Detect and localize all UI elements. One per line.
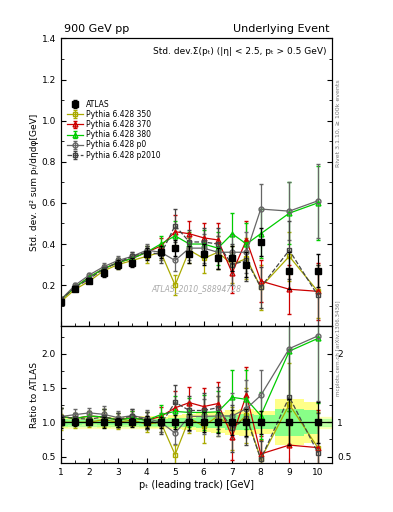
Text: ATLAS_2010_S8894728: ATLAS_2010_S8894728	[151, 284, 242, 293]
Text: mcplots.cern.ch [arXiv:1306.3436]: mcplots.cern.ch [arXiv:1306.3436]	[336, 301, 341, 396]
Bar	[61, 419, 332, 425]
X-axis label: pₜ (leading track) [GeV]: pₜ (leading track) [GeV]	[139, 480, 254, 490]
Legend: ATLAS, Pythia 6.428 350, Pythia 6.428 370, Pythia 6.428 380, Pythia 6.428 p0, Py: ATLAS, Pythia 6.428 350, Pythia 6.428 37…	[68, 100, 160, 160]
Y-axis label: Std. dev. d² sum pₜ/dηdφ[GeV]: Std. dev. d² sum pₜ/dηdφ[GeV]	[30, 114, 39, 251]
Text: Underlying Event: Underlying Event	[233, 24, 329, 34]
Bar	[61, 417, 332, 428]
Y-axis label: Ratio to ATLAS: Ratio to ATLAS	[30, 362, 39, 428]
Text: Std. dev.Σ(pₜ) (|η| < 2.5, pₜ > 0.5 GeV): Std. dev.Σ(pₜ) (|η| < 2.5, pₜ > 0.5 GeV)	[153, 47, 327, 56]
Text: Rivet 3.1.10, ≥ 100k events: Rivet 3.1.10, ≥ 100k events	[336, 79, 341, 167]
Text: 900 GeV pp: 900 GeV pp	[64, 24, 129, 34]
